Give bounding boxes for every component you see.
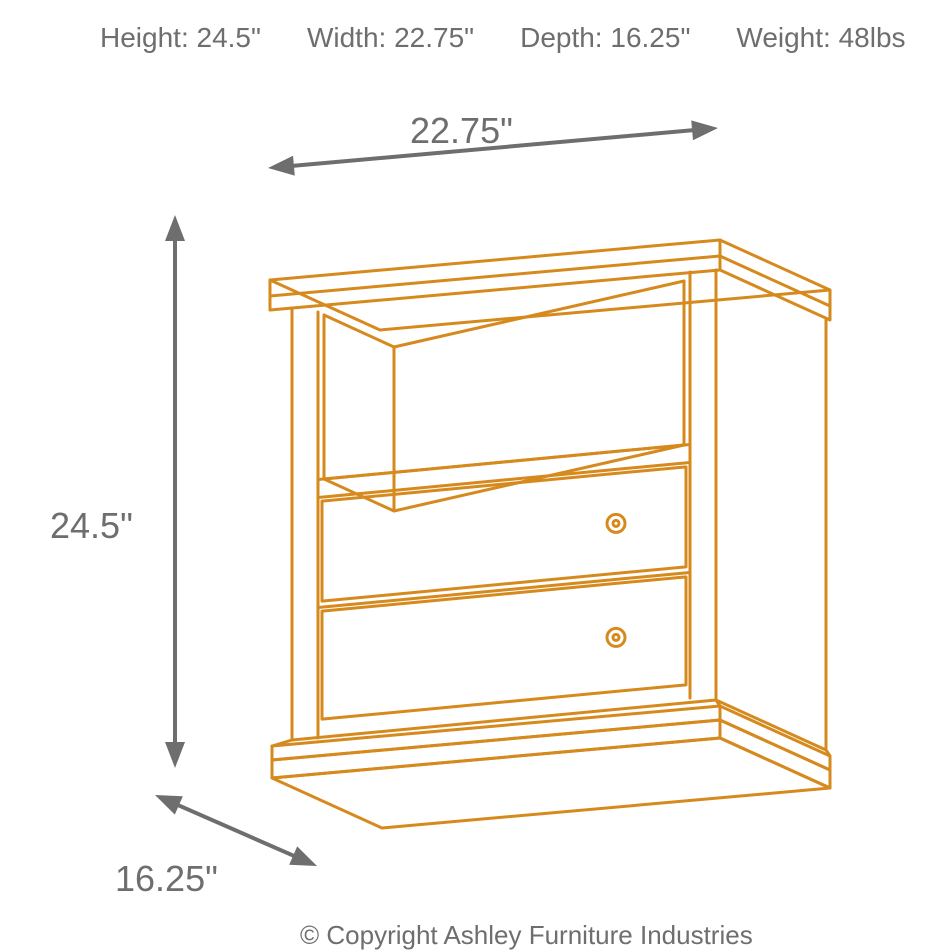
diagram-canvas: [0, 0, 950, 950]
